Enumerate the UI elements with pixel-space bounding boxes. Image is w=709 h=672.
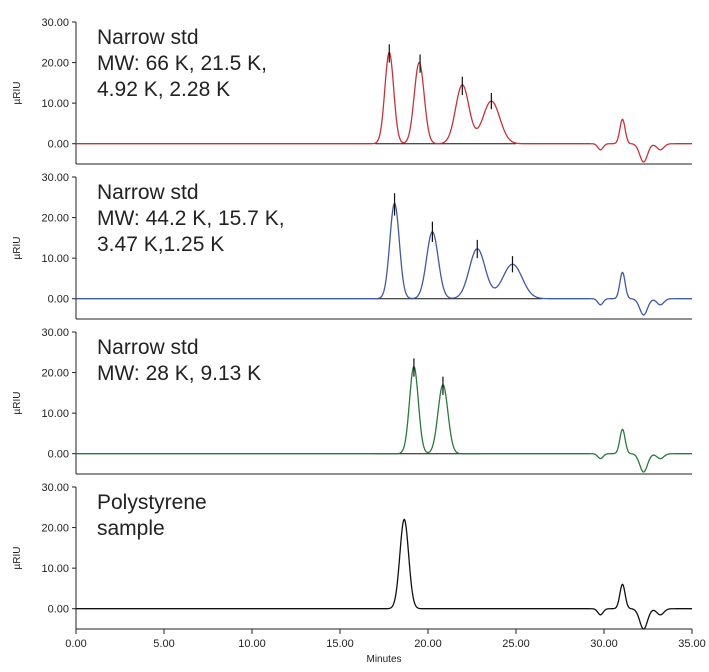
chromatogram-trace	[76, 51, 692, 163]
chromatogram-trace	[76, 202, 692, 316]
y-tick-label: 0.00	[48, 139, 69, 151]
annotation-line: Narrow std	[97, 336, 199, 359]
y-tick-label: 30.00	[41, 172, 69, 184]
y-tick-label: 10.00	[41, 563, 69, 575]
panel-1: 30.00 20.00 10.00 0.00 µRIU Narrow std MW: 66 …	[12, 17, 692, 165]
x-tick-label: 10.00	[238, 638, 266, 650]
x-tick-label: 0.00	[65, 638, 86, 650]
x-tick-label: 35.00	[678, 638, 706, 650]
annotation-line: MW: 28 K, 9.13 K	[97, 362, 261, 385]
y-tick-label: 10.00	[41, 408, 69, 420]
panel-4: 30.00 20.00 10.00 0.00 µRIU Polystyrene sample	[12, 482, 692, 630]
x-tick-label: 20.00	[414, 638, 442, 650]
panel-2: 30.00 20.00 10.00 0.00 µRIU Narrow std MW: 44.…	[12, 172, 692, 320]
chromatogram-trace	[76, 518, 692, 630]
y-tick-label: 20.00	[41, 368, 69, 380]
y-tick-label: 30.00	[41, 482, 69, 494]
y-tick-label: 20.00	[41, 58, 69, 70]
y-tick-label: 20.00	[41, 213, 69, 225]
x-tick-label: 25.00	[502, 638, 530, 650]
chromatogram-trace	[76, 365, 692, 473]
x-tick-label: 5.00	[153, 638, 174, 650]
y-axis-title: µRIU	[12, 82, 23, 105]
y-axis-title: µRIU	[12, 392, 23, 415]
y-tick-label: 10.00	[41, 98, 69, 110]
annotation-line: Polystyrene	[97, 491, 207, 514]
annotation-line: MW: 44.2 K, 15.7 K,	[97, 207, 285, 230]
x-axis-title: Minutes	[366, 654, 401, 665]
y-tick-label: 0.00	[48, 449, 69, 461]
y-axis-title: µRIU	[12, 547, 23, 570]
y-tick-label: 30.00	[41, 327, 69, 339]
y-tick-label: 10.00	[41, 253, 69, 265]
annotation-line: 4.92 K, 2.28 K	[97, 78, 230, 101]
x-axis: 0.00 5.00 10.00 15.00 20.00 25.00 30.00 35.00 Mi…	[65, 629, 706, 665]
annotation-line: 3.47 K,1.25 K	[97, 233, 224, 256]
y-tick-label: 0.00	[48, 604, 69, 616]
y-axis-title: µRIU	[12, 237, 23, 260]
annotation-line: Narrow std	[97, 181, 199, 204]
annotation-line: Narrow std	[97, 26, 199, 49]
y-tick-label: 30.00	[41, 17, 69, 29]
panels-group: 30.00 20.00 10.00 0.00 µRIU Narrow std MW: 66 …	[12, 17, 692, 630]
annotation-line: sample	[97, 517, 165, 540]
y-tick-label: 0.00	[48, 294, 69, 306]
panel-3: 30.00 20.00 10.00 0.00 µRIU Narrow std MW: 28 …	[12, 327, 692, 475]
x-tick-label: 15.00	[326, 638, 354, 650]
y-tick-label: 20.00	[41, 523, 69, 535]
x-tick-label: 30.00	[590, 638, 618, 650]
annotation-line: MW: 66 K, 21.5 K,	[97, 52, 267, 75]
